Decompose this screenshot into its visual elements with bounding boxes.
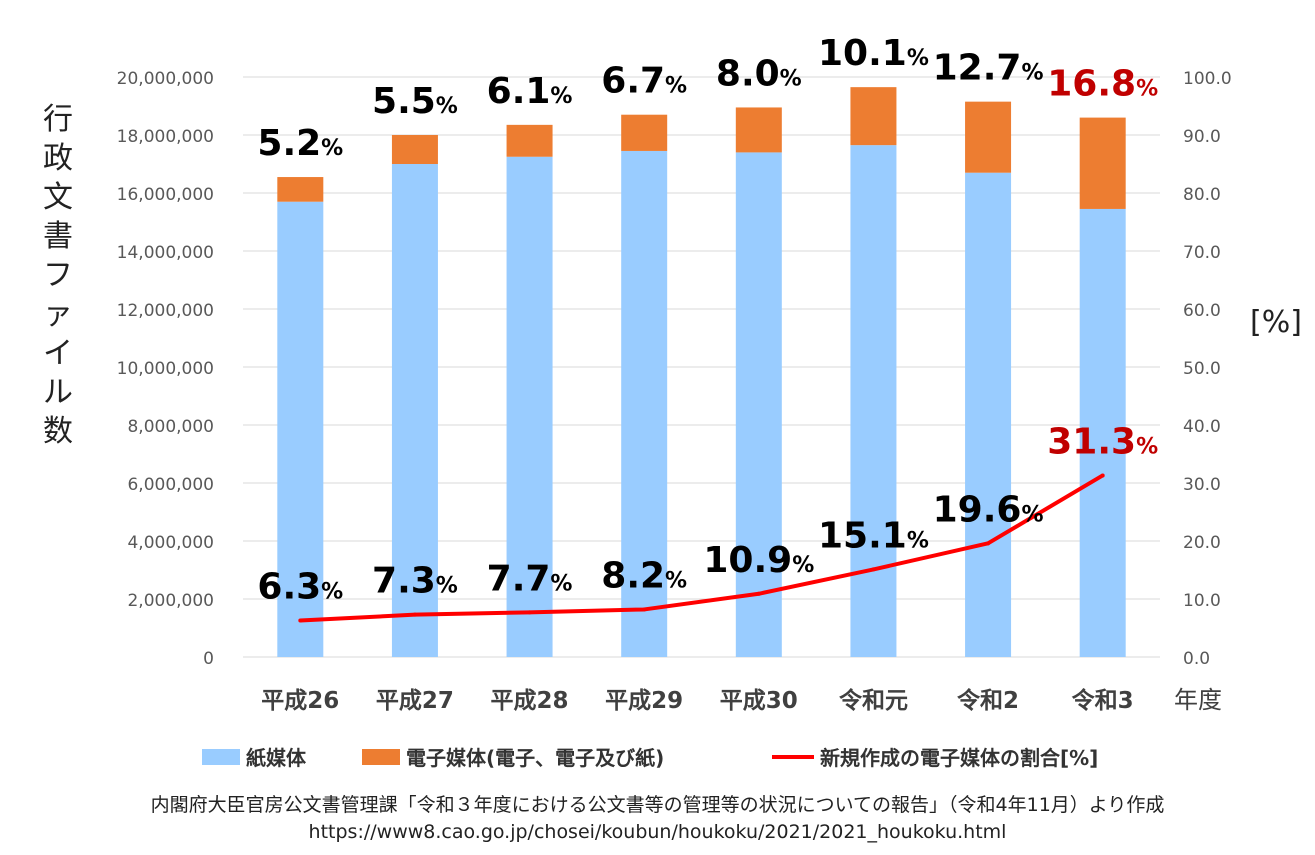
y-axis-label-char: 書 [43, 219, 73, 254]
y2-tick-label: 10.0 [1183, 591, 1221, 611]
legend-label-ratio: 新規作成の電子媒体の割合[%] [820, 746, 1099, 770]
bar-electronic [277, 177, 324, 202]
y-tick-label: 2,000,000 [127, 591, 214, 611]
bar-data-label: 10.1% [818, 33, 929, 74]
bar-data-label: 12.7% [933, 48, 1044, 89]
y-tick-label: 16,000,000 [117, 185, 214, 205]
x-tick-label: 平成28 [491, 688, 569, 714]
x-tick-label: 令和2 [957, 687, 1019, 714]
y-tick-label: 18,000,000 [117, 127, 214, 147]
y-tick-label: 4,000,000 [127, 533, 214, 553]
line-point [642, 607, 647, 612]
legend-label-paper: 紙媒体 [246, 746, 306, 770]
y2-tick-label: 90.0 [1183, 127, 1221, 147]
y-axis-label-char: フ [43, 258, 73, 293]
line-point [1100, 473, 1105, 478]
legend-label-electronic: 電子媒体(電子、電子及び紙) [406, 746, 665, 770]
y-axis-label-char: 行 [43, 102, 73, 137]
legend-swatch-ratio [772, 754, 814, 759]
y-axis-label-char: ル [43, 375, 73, 410]
y-axis-label-char: 数 [43, 414, 73, 449]
bar-data-label: 8.0% [716, 53, 802, 94]
y-tick-label: 20,000,000 [117, 69, 214, 89]
legend-item-electronic: 電子媒体(電子、電子及び紙) [362, 742, 664, 771]
line-data-label: 7.3% [372, 561, 458, 602]
bar-paper [621, 150, 668, 657]
bar-paper [965, 172, 1012, 657]
bar-electronic [506, 124, 553, 157]
bar-data-label: 5.5% [372, 81, 458, 122]
y2-tick-label: 40.0 [1183, 417, 1221, 437]
y-axis-label: 行 政 文 書 フ ァ イ ル 数 [36, 100, 80, 451]
y2-tick-label: 70.0 [1183, 243, 1221, 263]
bar-paper [850, 145, 897, 657]
source-note: 内閣府大臣官房公文書管理課「令和３年度における公文書等の管理等の状況についての報… [0, 792, 1315, 846]
y-tick-label: 10,000,000 [117, 359, 214, 379]
legend-item-paper: 紙媒体 [202, 742, 306, 771]
bar-data-label: 16.8% [1047, 64, 1158, 105]
y-tick-label: 6,000,000 [127, 475, 214, 495]
bar-data-label: 5.2% [257, 123, 343, 164]
chart: 0 2,000,000 4,000,000 6,000,000 8,000,000 10,… [117, 33, 1232, 714]
y-tick-label: 8,000,000 [127, 417, 214, 437]
source-line-2: https://www8.cao.go.jp/chosei/koubun/hou… [308, 821, 1007, 843]
y2-tick-label: 50.0 [1183, 359, 1221, 379]
series-line-ratio [300, 473, 1104, 623]
legend-swatch-paper [202, 748, 240, 765]
y-axis-label-char: ァ [43, 297, 73, 332]
legend-swatch-electronic [362, 748, 400, 765]
line-data-label: 19.6% [933, 489, 1044, 530]
line-data-label: 6.3% [257, 566, 343, 607]
y-tick-label: 0 [203, 649, 214, 669]
legend: 紙媒体 電子媒体(電子、電子及び紙) 新規作成の電子媒体の割合[%] [0, 742, 1315, 772]
bar-electronic [850, 87, 897, 146]
bar-paper [1079, 208, 1126, 657]
y2-tick-label: 100.0 [1183, 69, 1232, 89]
bar-electronic [735, 107, 782, 153]
x-tick-label: 令和元 [839, 687, 908, 714]
line-data-label: 7.7% [487, 558, 573, 599]
bar-electronic [621, 114, 668, 151]
line-data-label: 31.3% [1047, 421, 1158, 462]
line-point [412, 612, 417, 617]
x-tick-label: 平成29 [605, 688, 683, 714]
bar-electronic [965, 101, 1012, 173]
x-tick-label: 平成26 [261, 688, 339, 714]
y2-axis-unit: [%] [1250, 305, 1302, 340]
line-point [871, 567, 876, 572]
y2-tick-label: 0.0 [1183, 649, 1210, 669]
y2-tick-label: 30.0 [1183, 475, 1221, 495]
y-axis-label-char: イ [43, 336, 73, 371]
bar-electronic [1079, 117, 1126, 209]
bar-electronic [391, 135, 438, 164]
line-data-label: 15.1% [818, 515, 929, 556]
x-tick-label: 令和3 [1072, 687, 1134, 714]
y-tick-label: 14,000,000 [117, 243, 214, 263]
y-axis-label-char: 文 [43, 180, 73, 215]
line-point [756, 591, 761, 596]
x-tick-label: 平成27 [376, 688, 454, 714]
y2-tick-label: 60.0 [1183, 301, 1221, 321]
line-point [527, 610, 532, 615]
legend-item-ratio: 新規作成の電子媒体の割合[%] [772, 742, 1098, 771]
line-data-label: 10.9% [703, 540, 814, 581]
x-axis-unit-label: 年度 [1174, 686, 1222, 714]
bar-data-label: 6.7% [601, 61, 687, 102]
bar-paper [735, 152, 782, 657]
y2-tick-label: 80.0 [1183, 185, 1221, 205]
line-point [298, 618, 303, 623]
bar-paper [391, 164, 438, 657]
line-data-label: 8.2% [601, 555, 687, 596]
y-axis-label-char: 政 [43, 141, 73, 176]
line-point [986, 541, 991, 546]
y2-tick-label: 20.0 [1183, 533, 1221, 553]
bar-paper [506, 156, 553, 657]
source-line-1: 内閣府大臣官房公文書管理課「令和３年度における公文書等の管理等の状況についての報… [150, 794, 1165, 816]
x-tick-label: 平成30 [720, 688, 798, 714]
bar-paper [277, 201, 324, 657]
y-tick-label: 12,000,000 [117, 301, 214, 321]
